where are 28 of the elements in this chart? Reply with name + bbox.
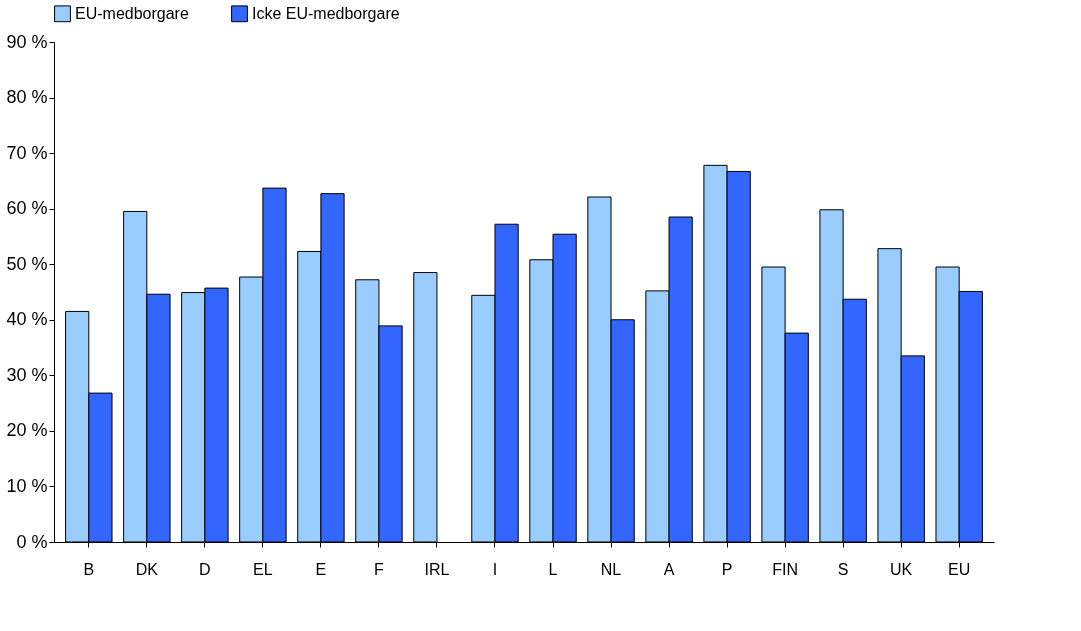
x-tick-label: L <box>548 560 558 578</box>
y-tick-label: 40 % <box>6 309 48 330</box>
legend-label: Icke EU-medborgare <box>252 4 400 22</box>
y-tick-label: 60 % <box>6 198 48 219</box>
x-tick-label: EU <box>948 560 971 578</box>
x-tick-label: P <box>721 560 733 578</box>
y-tick-label: 90 % <box>6 31 48 52</box>
y-tick-label: 50 % <box>6 253 48 274</box>
y-tick-label: 10 % <box>6 475 48 496</box>
x-tick-label: I <box>492 560 498 578</box>
x-tick-label: E <box>315 560 327 578</box>
legend-label: EU-medborgare <box>75 4 189 22</box>
x-tick-label: F <box>374 560 385 578</box>
y-tick-label: 30 % <box>6 364 48 385</box>
x-tick-label: D <box>199 560 211 578</box>
x-tick-label: NL <box>600 560 622 578</box>
y-tick-label: 0 % <box>16 531 48 552</box>
x-tick-label: A <box>663 560 675 578</box>
x-tick-label: B <box>83 560 95 578</box>
y-tick-label: 80 % <box>6 87 48 108</box>
x-tick-label: FIN <box>772 560 798 578</box>
x-tick-label: DK <box>135 560 159 578</box>
x-tick-label: UK <box>890 560 913 578</box>
x-tick-label: IRL <box>424 560 450 578</box>
y-tick-label: 20 % <box>6 420 48 441</box>
y-tick-label: 70 % <box>6 142 48 163</box>
x-tick-label: S <box>837 560 849 578</box>
x-tick-label: EL <box>253 560 273 578</box>
